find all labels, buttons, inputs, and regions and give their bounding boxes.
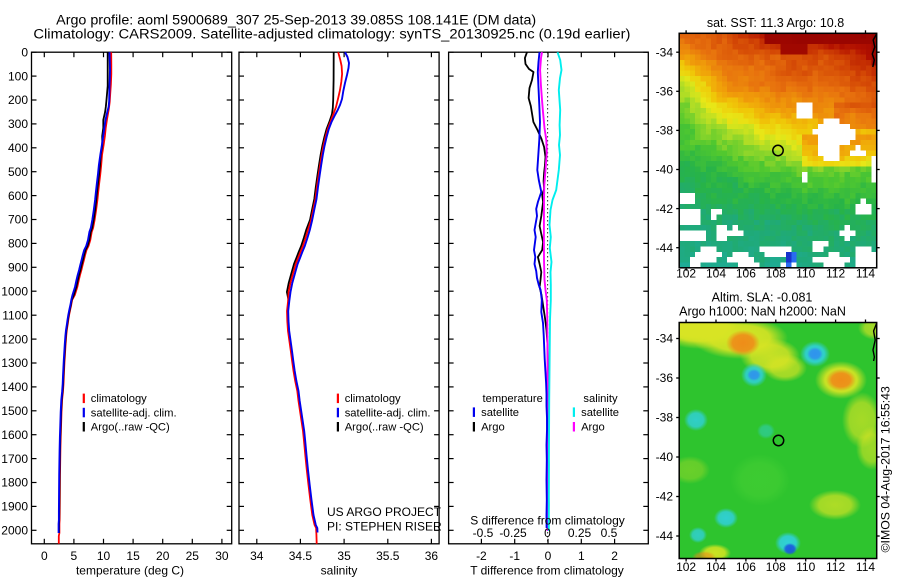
svg-text:-44: -44 bbox=[656, 241, 674, 255]
svg-text:1200: 1200 bbox=[1, 332, 28, 346]
svg-text:104: 104 bbox=[706, 267, 726, 281]
svg-text:1400: 1400 bbox=[1, 380, 28, 394]
svg-text:300: 300 bbox=[8, 117, 28, 131]
svg-text:35: 35 bbox=[337, 549, 351, 563]
svg-text:2000: 2000 bbox=[1, 524, 28, 538]
svg-text:10: 10 bbox=[97, 549, 111, 563]
svg-text:Climatology: CARS2009. Satelli: Climatology: CARS2009. Satellite-adjuste… bbox=[33, 26, 630, 41]
svg-text:20: 20 bbox=[156, 549, 170, 563]
svg-text:Altim. SLA: -0.081: Altim. SLA: -0.081 bbox=[712, 290, 813, 304]
svg-text:35.5: 35.5 bbox=[376, 549, 400, 563]
svg-text:1900: 1900 bbox=[1, 500, 28, 514]
svg-text:1800: 1800 bbox=[1, 476, 28, 490]
svg-text:30: 30 bbox=[215, 549, 229, 563]
svg-text:110: 110 bbox=[796, 267, 815, 281]
svg-text:-1: -1 bbox=[509, 549, 520, 563]
svg-text:sat. SST: 11.3 Argo: 10.8: sat. SST: 11.3 Argo: 10.8 bbox=[707, 16, 844, 30]
svg-text:Argo h1000: NaN h2000: NaN: Argo h1000: NaN h2000: NaN bbox=[679, 304, 846, 318]
svg-text:15: 15 bbox=[126, 549, 140, 563]
svg-text:-44: -44 bbox=[656, 529, 674, 543]
svg-text:0.25: 0.25 bbox=[568, 526, 592, 540]
svg-text:102: 102 bbox=[676, 560, 696, 574]
svg-text:1100: 1100 bbox=[2, 308, 28, 322]
svg-text:US ARGO PROJECT: US ARGO PROJECT bbox=[327, 505, 442, 519]
svg-text:0: 0 bbox=[21, 45, 28, 59]
svg-text:34.5: 34.5 bbox=[289, 549, 313, 563]
svg-text:-0.5: -0.5 bbox=[473, 526, 494, 540]
svg-text:106: 106 bbox=[736, 560, 756, 574]
svg-text:1500: 1500 bbox=[1, 404, 28, 418]
svg-text:112: 112 bbox=[826, 267, 845, 281]
svg-text:1600: 1600 bbox=[1, 428, 28, 442]
svg-text:110: 110 bbox=[796, 560, 815, 574]
svg-text:0: 0 bbox=[544, 526, 551, 540]
svg-text:-0.25: -0.25 bbox=[499, 526, 527, 540]
svg-text:PI: STEPHEN RISER: PI: STEPHEN RISER bbox=[327, 519, 442, 533]
svg-text:Argo profile: aoml 5900689_307: Argo profile: aoml 5900689_307 25-Sep-20… bbox=[56, 13, 536, 28]
svg-text:-2: -2 bbox=[476, 549, 487, 563]
svg-text:Argo(..raw -QC): Argo(..raw -QC) bbox=[91, 422, 170, 434]
svg-text:200: 200 bbox=[8, 93, 28, 107]
svg-text:600: 600 bbox=[8, 189, 28, 203]
svg-text:climatology: climatology bbox=[345, 393, 401, 405]
svg-text:36: 36 bbox=[425, 549, 439, 563]
svg-text:1300: 1300 bbox=[1, 356, 28, 370]
svg-text:T difference from climatology: T difference from climatology bbox=[470, 564, 624, 578]
svg-text:106: 106 bbox=[736, 267, 756, 281]
svg-text:-34: -34 bbox=[656, 332, 674, 346]
svg-text:34: 34 bbox=[250, 549, 264, 563]
svg-text:104: 104 bbox=[706, 560, 726, 574]
svg-text:satellite: satellite bbox=[481, 407, 519, 419]
svg-text:25: 25 bbox=[186, 549, 200, 563]
svg-text:-42: -42 bbox=[656, 490, 674, 504]
svg-text:108: 108 bbox=[766, 267, 786, 281]
svg-text:S difference from climatology: S difference from climatology bbox=[470, 513, 625, 527]
svg-text:Argo(..raw -QC): Argo(..raw -QC) bbox=[345, 422, 424, 434]
svg-text:0.5: 0.5 bbox=[601, 526, 618, 540]
svg-text:Argo: Argo bbox=[581, 422, 605, 434]
svg-text:temperature (deg C): temperature (deg C) bbox=[76, 564, 184, 578]
svg-text:climatology: climatology bbox=[91, 393, 147, 405]
svg-text:102: 102 bbox=[676, 267, 696, 281]
svg-text:700: 700 bbox=[8, 213, 28, 227]
svg-text:2: 2 bbox=[611, 549, 618, 563]
svg-text:-40: -40 bbox=[656, 163, 674, 177]
svg-text:900: 900 bbox=[8, 261, 28, 275]
svg-text:temperature: temperature bbox=[483, 393, 543, 405]
svg-text:5: 5 bbox=[71, 549, 78, 563]
svg-text:0: 0 bbox=[545, 549, 552, 563]
svg-text:1700: 1700 bbox=[1, 452, 28, 466]
svg-text:-42: -42 bbox=[656, 202, 674, 216]
svg-text:-38: -38 bbox=[656, 124, 674, 138]
svg-text:©IMOS 04-Aug-2017 16:55:43: ©IMOS 04-Aug-2017 16:55:43 bbox=[878, 386, 892, 552]
svg-text:1000: 1000 bbox=[1, 284, 28, 298]
svg-text:-34: -34 bbox=[656, 45, 674, 59]
svg-text:114: 114 bbox=[856, 560, 875, 574]
svg-text:108: 108 bbox=[766, 560, 786, 574]
svg-text:Argo: Argo bbox=[481, 422, 505, 434]
svg-text:salinity: salinity bbox=[321, 564, 358, 578]
svg-text:satellite-adj. clim.: satellite-adj. clim. bbox=[91, 407, 177, 419]
svg-text:112: 112 bbox=[826, 560, 845, 574]
svg-text:800: 800 bbox=[8, 237, 28, 251]
svg-text:-38: -38 bbox=[656, 411, 674, 425]
svg-text:-36: -36 bbox=[656, 371, 674, 385]
svg-text:satellite-adj. clim.: satellite-adj. clim. bbox=[345, 407, 431, 419]
svg-text:114: 114 bbox=[856, 267, 875, 281]
svg-text:100: 100 bbox=[8, 69, 28, 83]
svg-text:satellite: satellite bbox=[581, 407, 619, 419]
svg-text:1: 1 bbox=[578, 549, 585, 563]
svg-text:500: 500 bbox=[8, 165, 28, 179]
svg-text:-36: -36 bbox=[656, 85, 674, 99]
svg-text:-40: -40 bbox=[656, 450, 674, 464]
svg-text:400: 400 bbox=[8, 141, 28, 155]
svg-text:salinity: salinity bbox=[583, 393, 618, 405]
svg-text:0: 0 bbox=[41, 549, 48, 563]
